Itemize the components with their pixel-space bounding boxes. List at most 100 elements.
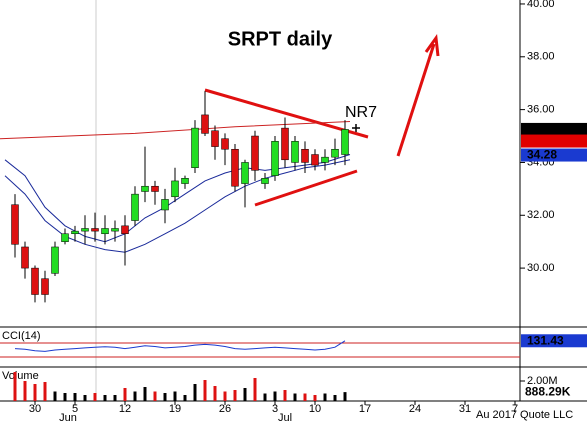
last-value-label: 34.28 bbox=[527, 148, 557, 162]
volume-bar bbox=[313, 395, 317, 401]
candle-body bbox=[21, 246, 29, 269]
candle-body bbox=[171, 180, 179, 198]
y-tick-label: 30.00 bbox=[527, 262, 555, 274]
candle-body bbox=[11, 204, 19, 245]
candle-body bbox=[221, 138, 229, 150]
y-tick-label: 32.00 bbox=[527, 209, 555, 221]
x-tick-label: 3 bbox=[272, 403, 278, 415]
y-tick-label: 36.00 bbox=[527, 104, 555, 116]
volume-bar bbox=[233, 390, 237, 401]
volume-bar bbox=[183, 395, 187, 401]
volume-bar bbox=[73, 393, 77, 401]
candle-body bbox=[261, 178, 269, 184]
candle-body bbox=[191, 127, 199, 168]
last-value-label: 888.29K bbox=[525, 384, 571, 398]
volume-bar bbox=[293, 393, 297, 401]
trend-line bbox=[254, 169, 358, 207]
candle-body bbox=[341, 129, 349, 155]
last-value-box bbox=[521, 122, 587, 136]
volume-bar bbox=[193, 384, 197, 401]
volume-bar bbox=[253, 378, 257, 401]
candle-body bbox=[101, 228, 109, 235]
candle-body bbox=[121, 225, 129, 235]
y-tick-label: 2.00M bbox=[527, 375, 558, 387]
x-tick-label: 5 bbox=[72, 403, 78, 415]
volume-bar bbox=[13, 372, 17, 401]
candle-body bbox=[331, 148, 339, 158]
volume-bar bbox=[203, 380, 207, 401]
candle-body bbox=[181, 178, 189, 184]
x-tick-label: 26 bbox=[219, 403, 231, 415]
volume-bar bbox=[43, 382, 47, 401]
volume-bar bbox=[153, 391, 157, 401]
footer: Au 2017 Quote LLC bbox=[476, 409, 573, 421]
candle-body bbox=[211, 130, 219, 147]
moving-average bbox=[0, 121, 351, 140]
x-tick-label: 7 bbox=[512, 403, 518, 415]
volume-bar bbox=[283, 390, 287, 401]
x-tick-label: 24 bbox=[409, 403, 421, 415]
volume-bar bbox=[23, 381, 27, 401]
x-tick-label: 30 bbox=[29, 403, 41, 415]
candle-body bbox=[71, 230, 79, 235]
candle-body bbox=[231, 148, 239, 187]
month-label: Jul bbox=[278, 412, 292, 423]
candle-body bbox=[131, 193, 139, 221]
last-value-box bbox=[521, 134, 587, 148]
candle-body bbox=[201, 114, 209, 134]
volume-bar bbox=[103, 395, 107, 401]
candle-body bbox=[281, 127, 289, 161]
y-tick-label: 40.00 bbox=[527, 0, 555, 10]
candle-body bbox=[271, 141, 279, 176]
volume-bar bbox=[223, 391, 227, 401]
volume-bar bbox=[273, 391, 277, 401]
candle-body bbox=[241, 162, 249, 184]
x-tick-label: 17 bbox=[359, 403, 371, 415]
last-value-label: 131.43 bbox=[527, 333, 564, 347]
volume-bar bbox=[333, 395, 337, 401]
candle-body bbox=[111, 228, 119, 232]
volume-bar bbox=[113, 395, 117, 401]
candle-body bbox=[81, 228, 89, 232]
volume-bar bbox=[143, 387, 147, 401]
volume-bar bbox=[83, 395, 87, 401]
candle-body bbox=[311, 154, 319, 166]
volume-bar bbox=[93, 393, 97, 401]
trend-line bbox=[204, 88, 369, 139]
candle-body bbox=[61, 233, 69, 242]
candle-body bbox=[41, 278, 49, 295]
last-value-box bbox=[521, 334, 587, 348]
annotation: NR7 bbox=[345, 104, 377, 121]
month-label: Jun bbox=[59, 412, 77, 423]
arrow bbox=[396, 33, 440, 157]
volume-bar bbox=[323, 393, 327, 401]
last-value-box bbox=[521, 148, 587, 162]
volume-bar bbox=[213, 386, 217, 401]
volume-bar bbox=[33, 384, 37, 401]
candle-body bbox=[251, 135, 259, 171]
volume-bar bbox=[133, 391, 137, 401]
volume-bar bbox=[303, 393, 307, 401]
volume-bar bbox=[163, 393, 167, 401]
candle-body bbox=[91, 228, 99, 232]
candle-body bbox=[301, 148, 309, 163]
x-tick-label: 19 bbox=[169, 403, 181, 415]
chart-title: SRPT daily bbox=[228, 28, 333, 50]
volume-bar bbox=[263, 393, 267, 401]
x-tick-label: 10 bbox=[309, 403, 321, 415]
marker bbox=[352, 124, 360, 132]
volume-bar bbox=[343, 392, 347, 401]
panel-title: CCI(14) bbox=[2, 330, 41, 342]
volume-bar bbox=[123, 388, 127, 401]
candle-body bbox=[31, 267, 39, 295]
candle-body bbox=[291, 141, 299, 163]
x-tick-label: 12 bbox=[119, 403, 131, 415]
volume-bar bbox=[243, 388, 247, 401]
last-value-label: 35.25 bbox=[527, 122, 557, 136]
candle-body bbox=[161, 199, 169, 211]
x-tick-label: 31 bbox=[459, 403, 471, 415]
panel-title: Volume bbox=[2, 370, 39, 382]
candle-body bbox=[51, 246, 59, 274]
